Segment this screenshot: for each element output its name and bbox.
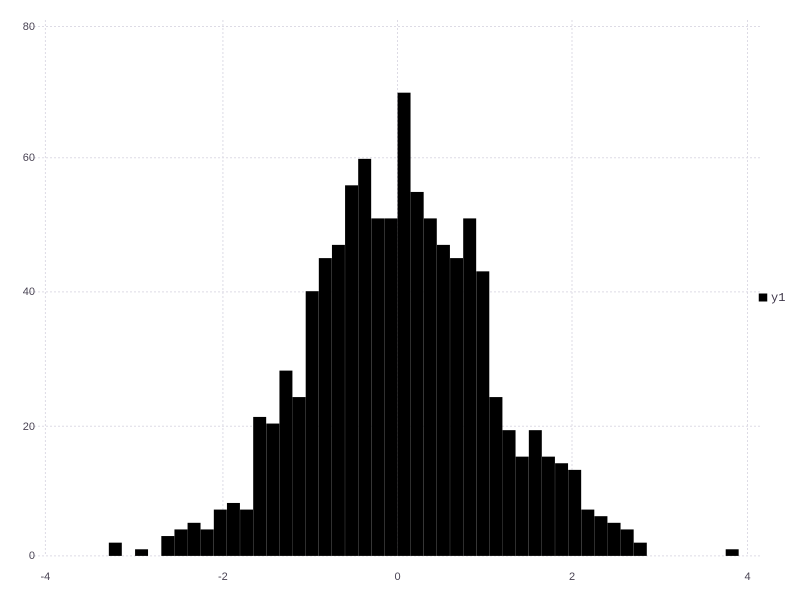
svg-text:80: 80 xyxy=(23,21,35,33)
svg-text:0: 0 xyxy=(394,571,400,583)
svg-text:40: 40 xyxy=(23,286,35,298)
svg-text:4: 4 xyxy=(744,571,750,583)
svg-text:2: 2 xyxy=(569,571,575,583)
svg-text:20: 20 xyxy=(23,421,35,433)
svg-text:60: 60 xyxy=(23,152,35,164)
svg-text:0: 0 xyxy=(29,550,35,562)
svg-text:y1: y1 xyxy=(771,291,785,305)
svg-text:-2: -2 xyxy=(218,571,228,583)
svg-text:-4: -4 xyxy=(41,571,51,583)
